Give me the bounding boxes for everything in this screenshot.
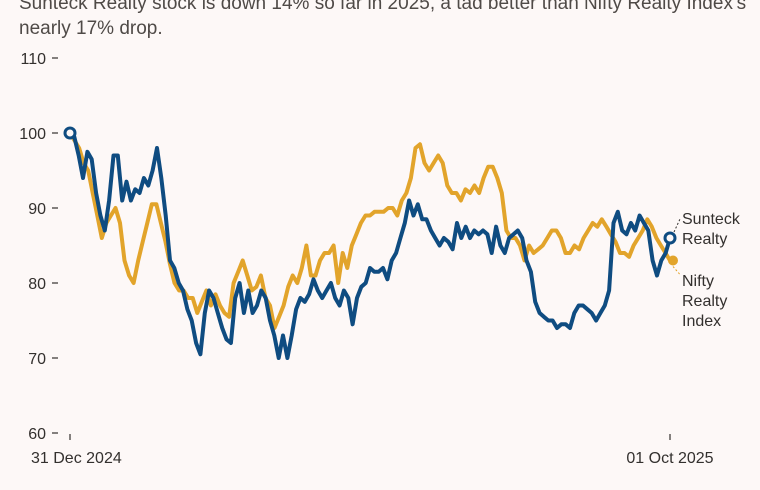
y-tick-label: 110 xyxy=(20,51,46,68)
series-line-0 xyxy=(68,131,672,360)
label-leader xyxy=(673,218,681,233)
label-leader xyxy=(672,266,681,275)
x-axis: 31 Dec 2024 01 Oct 2025 xyxy=(31,434,714,467)
y-axis: 60 70 80 90 100 110 xyxy=(19,51,58,443)
y-tick-label: 100 xyxy=(19,126,46,143)
chart-subtitle: Sunteck Realty stock is down 14% so far … xyxy=(19,0,747,39)
series-end-marker xyxy=(663,231,677,245)
y-tick-label: 70 xyxy=(28,351,46,368)
y-tick-label: 60 xyxy=(28,426,46,443)
series-end-marker xyxy=(668,255,678,266)
y-tick-label: 90 xyxy=(28,201,46,218)
series-label-nifty: Realty xyxy=(682,293,727,310)
series-label-sunteck: Sunteck xyxy=(682,211,741,228)
y-tick-label: 80 xyxy=(28,276,46,293)
series-label-nifty: Index xyxy=(682,313,721,330)
series-labels: Sunteck Realty Nifty Realty Index xyxy=(672,211,741,330)
series-start-marker xyxy=(63,126,77,140)
x-tick-label: 31 Dec 2024 xyxy=(31,450,122,467)
x-tick-label: 01 Oct 2025 xyxy=(626,450,713,467)
series-layer xyxy=(63,126,678,360)
series-label-nifty: Nifty xyxy=(682,273,714,290)
series-label-sunteck: Realty xyxy=(682,231,727,248)
